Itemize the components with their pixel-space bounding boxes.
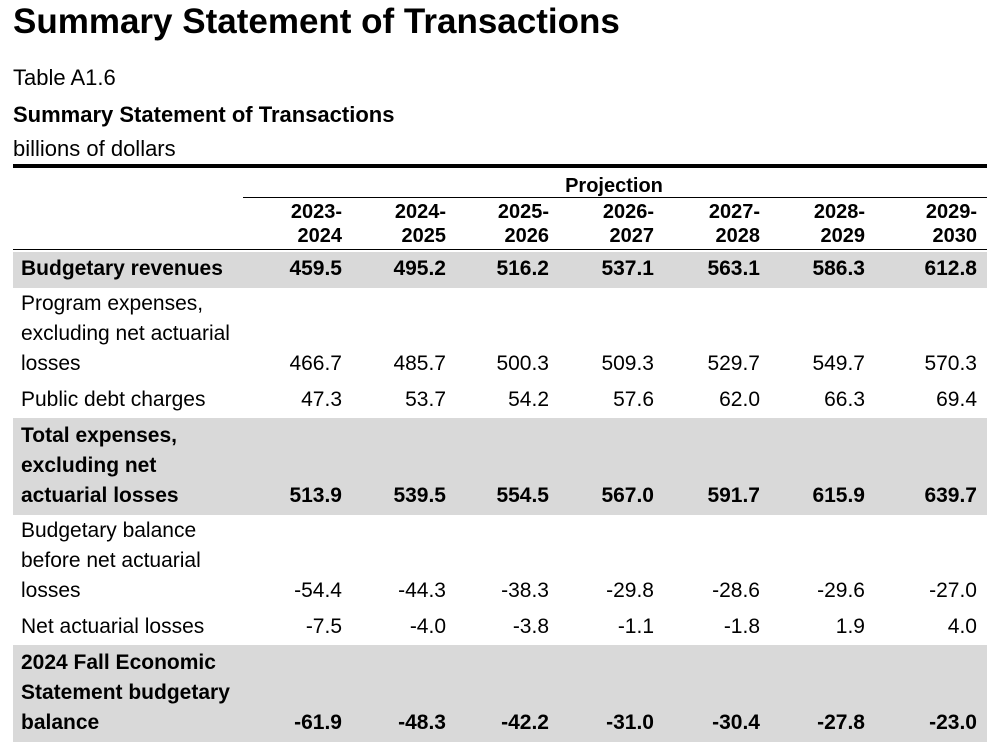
row-label: Public debt charges	[21, 388, 206, 411]
table-cell: 554.5	[496, 484, 549, 507]
year-header: 2025- 2026	[497, 201, 549, 247]
year-header: 2024- 2025	[394, 201, 446, 247]
table-cell: -38.3	[501, 579, 549, 602]
table-cell: -54.4	[294, 579, 342, 602]
table-row: Public debt charges 47.3 53.7 54.2 57.6 62.0 6…	[13, 382, 987, 418]
row-label: Net actuarial losses	[21, 615, 205, 638]
table-cell: 615.9	[812, 484, 865, 507]
table-cell: -29.8	[606, 579, 654, 602]
table-cell: 537.1	[601, 257, 654, 280]
table-cell: 549.7	[812, 352, 865, 375]
year-header: 2028- 2029	[813, 201, 865, 247]
table-cell: -48.3	[398, 711, 446, 734]
table-unit: billions of dollars	[13, 136, 176, 161]
table-cell: -31.0	[606, 711, 654, 734]
table-cell: 563.1	[707, 257, 760, 280]
table-row: Budgetary revenues 459.5 495.2 516.2 537.1 56…	[13, 252, 987, 288]
table-cell: 495.2	[393, 257, 446, 280]
row-label: Total expenses, excluding net actuarial …	[21, 424, 179, 507]
row-label: Program expenses, excluding net actuaria…	[21, 292, 230, 375]
table-cell: 500.3	[496, 352, 549, 375]
table-cell: 4.0	[947, 615, 977, 638]
table-cell: 570.3	[924, 352, 977, 375]
table-row: Net actuarial losses -7.5 -4.0 -3.8 -1.1 -1.8…	[13, 609, 987, 645]
table-cell: 513.9	[289, 484, 342, 507]
table-cell: -30.4	[712, 711, 760, 734]
table-cell: -44.3	[398, 579, 446, 602]
row-label: Budgetary revenues	[21, 257, 223, 280]
table-cell: -3.8	[512, 615, 549, 638]
table-cell: 69.4	[936, 388, 977, 411]
table-cell: 612.8	[924, 257, 977, 280]
year-header: 2026- 2027	[602, 201, 654, 247]
table-cell: 529.7	[707, 352, 760, 375]
table-row: 2024 Fall Economic Statement budgetary b…	[13, 645, 987, 742]
table-cell: -7.5	[305, 615, 342, 638]
projection-label: Projection	[565, 175, 663, 197]
table-cell: -4.0	[409, 615, 446, 638]
table-row: Budgetary balance before net actuarial l…	[13, 515, 987, 609]
table-cell: -42.2	[501, 711, 549, 734]
table-cell: 586.3	[812, 257, 865, 280]
table-cell: 57.6	[613, 388, 654, 411]
table-number: Table A1.6	[13, 65, 116, 90]
table-cell: 53.7	[405, 388, 446, 411]
table-cell: -61.9	[294, 711, 342, 734]
table-cell: -29.6	[817, 579, 865, 602]
table-cell: 459.5	[289, 257, 342, 280]
table-cell: -23.0	[929, 711, 977, 734]
table-cell: 516.2	[496, 257, 549, 280]
table-cell: -28.6	[712, 579, 760, 602]
table-cell: 466.7	[289, 352, 342, 375]
table-cell: 66.3	[824, 388, 865, 411]
year-header: 2029- 2030	[925, 201, 977, 247]
table-cell: 639.7	[924, 484, 977, 507]
table-cell: 591.7	[707, 484, 760, 507]
table-cell: 62.0	[719, 388, 760, 411]
table-cell: -27.0	[929, 579, 977, 602]
table-cell: -1.1	[617, 615, 654, 638]
table-cell: 47.3	[301, 388, 342, 411]
table-cell: 509.3	[601, 352, 654, 375]
year-header: 2023- 2024	[290, 201, 342, 247]
table-cell: 539.5	[393, 484, 446, 507]
row-label: 2024 Fall Economic Statement budgetary b…	[21, 651, 230, 734]
year-header: 2027- 2028	[708, 201, 760, 247]
table-cell: 1.9	[835, 615, 865, 638]
header-rule	[13, 249, 987, 250]
table-cell: 567.0	[601, 484, 654, 507]
table-cell: -1.8	[723, 615, 760, 638]
table-cell: 54.2	[508, 388, 549, 411]
table-top-rule	[13, 164, 987, 168]
table-cell: 485.7	[393, 352, 446, 375]
table-row: Total expenses, excluding net actuarial …	[13, 418, 987, 515]
table-cell: -27.8	[817, 711, 865, 734]
page-title: Summary Statement of Transactions	[13, 2, 620, 41]
row-label: Budgetary balance before net actuarial l…	[21, 519, 201, 602]
projection-rule	[243, 197, 987, 198]
table-row: Program expenses, excluding net actuaria…	[13, 288, 987, 382]
table-title: Summary Statement of Transactions	[13, 102, 395, 127]
